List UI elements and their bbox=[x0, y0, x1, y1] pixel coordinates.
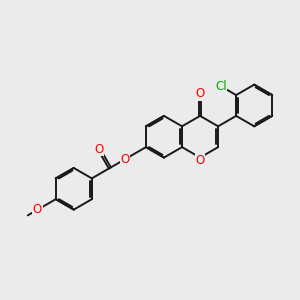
Text: O: O bbox=[120, 153, 130, 166]
Text: Cl: Cl bbox=[215, 80, 226, 93]
Text: O: O bbox=[33, 203, 42, 216]
Text: O: O bbox=[195, 87, 205, 100]
Text: O: O bbox=[94, 142, 104, 155]
Text: O: O bbox=[195, 154, 205, 167]
